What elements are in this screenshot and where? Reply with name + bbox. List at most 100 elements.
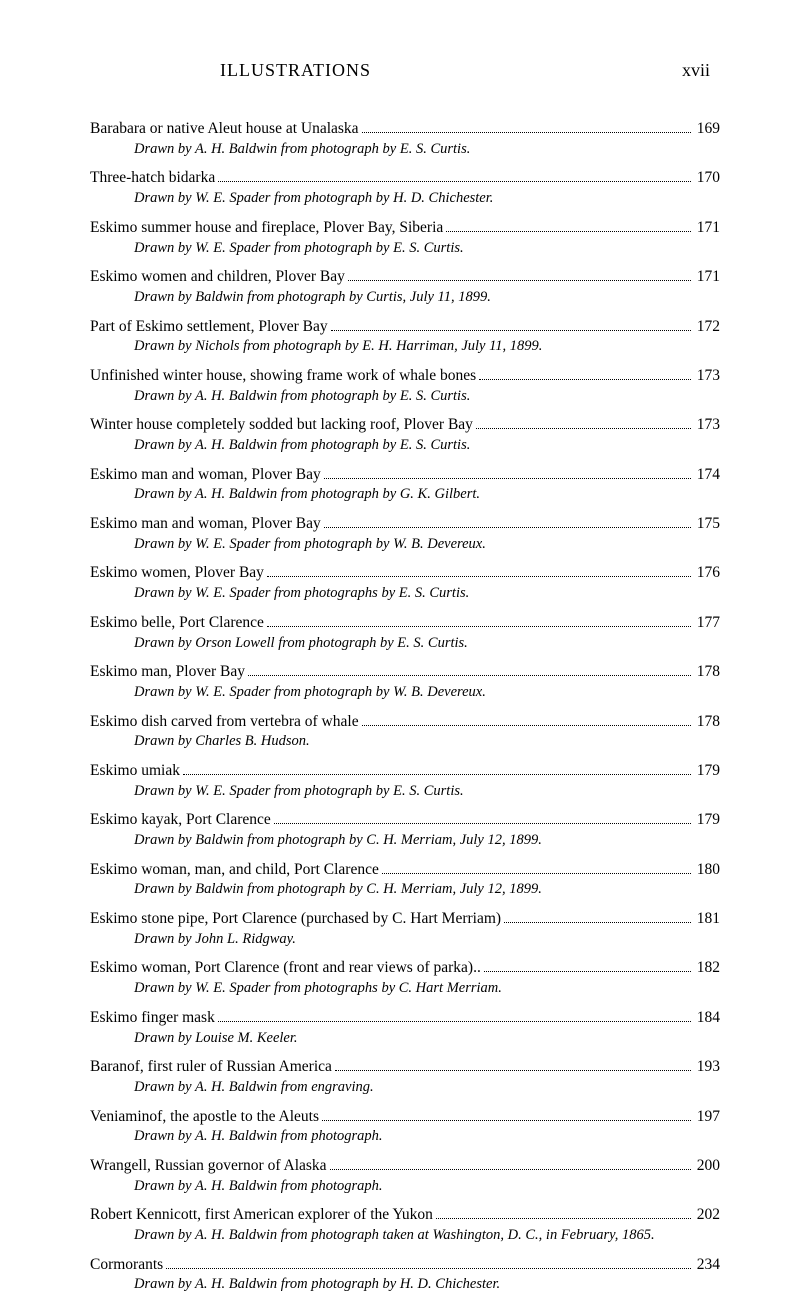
entry-source: Drawn by A. H. Baldwin from photograph. [90, 1127, 720, 1146]
entry-main-line: Eskimo women, Plover Bay176 [90, 563, 720, 583]
entry-page-number: 181 [694, 909, 720, 929]
leader-dots [446, 220, 690, 232]
entry-page-number: 178 [694, 712, 720, 732]
entry-page-number: 172 [694, 317, 720, 337]
entry-main-line: Winter house completely sodded but lacki… [90, 415, 720, 435]
entry-page-number: 193 [694, 1057, 720, 1077]
entry-main-line: Eskimo man and woman, Plover Bay174 [90, 465, 720, 485]
entry-main-line: Eskimo summer house and fireplace, Plove… [90, 218, 720, 238]
entry-main-line: Baranof, first ruler of Russian America1… [90, 1057, 720, 1077]
illustration-entry: Eskimo man and woman, Plover Bay174Drawn… [90, 465, 720, 504]
leader-dots [479, 368, 691, 380]
entry-title: Unfinished winter house, showing frame w… [90, 366, 476, 386]
entry-page-number: 171 [694, 218, 720, 238]
entry-source: Drawn by W. E. Spader from photographs b… [90, 584, 720, 603]
entry-title: Eskimo kayak, Port Clarence [90, 810, 271, 830]
entry-source: Drawn by A. H. Baldwin from photograph b… [90, 387, 720, 406]
illustration-entry: Barabara or native Aleut house at Unalas… [90, 119, 720, 158]
entry-main-line: Eskimo dish carved from vertebra of whal… [90, 712, 720, 732]
entry-main-line: Eskimo man and woman, Plover Bay175 [90, 514, 720, 534]
leader-dots [484, 960, 691, 972]
entry-title: Eskimo women, Plover Bay [90, 563, 264, 583]
entry-title: Eskimo woman, Port Clarence (front and r… [90, 958, 481, 978]
section-title: ILLUSTRATIONS [220, 60, 371, 81]
entry-page-number: 184 [694, 1008, 720, 1028]
leader-dots [166, 1257, 691, 1269]
entry-title: Three-hatch bidarka [90, 168, 215, 188]
entry-source: Drawn by Orson Lowell from photograph by… [90, 634, 720, 653]
illustration-entry: Eskimo summer house and fireplace, Plove… [90, 218, 720, 257]
illustration-entry: Winter house completely sodded but lacki… [90, 415, 720, 454]
illustration-entry: Robert Kennicott, first American explore… [90, 1205, 720, 1244]
illustration-entry: Cormorants234Drawn by A. H. Baldwin from… [90, 1255, 720, 1294]
illustration-entry: Eskimo umiak179Drawn by W. E. Spader fro… [90, 761, 720, 800]
entry-main-line: Eskimo man, Plover Bay 178 [90, 662, 720, 682]
page-header: ILLUSTRATIONS xvii [90, 60, 720, 81]
leader-dots [348, 269, 691, 281]
entry-page-number: 174 [694, 465, 720, 485]
entry-source: Drawn by A. H. Baldwin from photograph. [90, 1177, 720, 1196]
leader-dots [267, 615, 691, 627]
entry-main-line: Barabara or native Aleut house at Unalas… [90, 119, 720, 139]
entry-source: Drawn by Louise M. Keeler. [90, 1029, 720, 1048]
entry-source: Drawn by A. H. Baldwin from photograph t… [90, 1226, 720, 1245]
entry-title: Veniaminof, the apostle to the Aleuts [90, 1107, 319, 1127]
leader-dots [335, 1059, 691, 1071]
leader-dots [382, 862, 691, 874]
entry-title: Eskimo belle, Port Clarence [90, 613, 264, 633]
illustration-entry: Eskimo man and woman, Plover Bay175Drawn… [90, 514, 720, 553]
entry-source: Drawn by A. H. Baldwin from engraving. [90, 1078, 720, 1097]
entry-title: Eskimo dish carved from vertebra of whal… [90, 712, 359, 732]
entry-page-number: 179 [694, 810, 720, 830]
entry-source: Drawn by W. E. Spader from photograph by… [90, 535, 720, 554]
entry-title: Eskimo man, Plover Bay [90, 662, 245, 682]
entry-source: Drawn by A. H. Baldwin from photograph b… [90, 485, 720, 504]
illustration-entry: Unfinished winter house, showing frame w… [90, 366, 720, 405]
leader-dots [476, 417, 691, 429]
entry-main-line: Eskimo kayak, Port Clarence 179 [90, 810, 720, 830]
entry-title: Cormorants [90, 1255, 163, 1275]
entry-page-number: 179 [694, 761, 720, 781]
leader-dots [248, 664, 691, 676]
entry-main-line: Cormorants234 [90, 1255, 720, 1275]
entry-source: Drawn by Baldwin from photograph by C. H… [90, 831, 720, 850]
entry-source: Drawn by W. E. Spader from photograph by… [90, 683, 720, 702]
entry-main-line: Eskimo belle, Port Clarence 177 [90, 613, 720, 633]
illustration-entry: Eskimo finger mask 184Drawn by Louise M. … [90, 1008, 720, 1047]
entry-page-number: 170 [694, 168, 720, 188]
entry-page-number: 169 [694, 119, 720, 139]
illustration-entry: Three-hatch bidarka 170Drawn by W. E. Spa… [90, 168, 720, 207]
entry-page-number: 177 [694, 613, 720, 633]
leader-dots [274, 812, 691, 824]
entry-source: Drawn by A. H. Baldwin from photograph b… [90, 1275, 720, 1294]
illustration-entry: Part of Eskimo settlement, Plover Bay 172… [90, 317, 720, 356]
entry-page-number: 200 [694, 1156, 720, 1176]
leader-dots [330, 1158, 691, 1170]
entry-page-number: 178 [694, 662, 720, 682]
entry-page-number: 182 [694, 958, 720, 978]
entry-title: Eskimo finger mask [90, 1008, 215, 1028]
illustration-entry: Eskimo woman, man, and child, Port Clare… [90, 860, 720, 899]
leader-dots [331, 319, 691, 331]
entry-main-line: Eskimo woman, man, and child, Port Clare… [90, 860, 720, 880]
entry-main-line: Eskimo stone pipe, Port Clarence (purcha… [90, 909, 720, 929]
leader-dots [267, 565, 691, 577]
leader-dots [183, 763, 691, 775]
entry-source: Drawn by W. E. Spader from photograph by… [90, 189, 720, 208]
entry-source: Drawn by Baldwin from photograph by Curt… [90, 288, 720, 307]
entry-page-number: 197 [694, 1107, 720, 1127]
entry-title: Part of Eskimo settlement, Plover Bay [90, 317, 328, 337]
leader-dots [324, 516, 691, 528]
leader-dots [362, 121, 691, 133]
entry-source: Drawn by W. E. Spader from photographs b… [90, 979, 720, 998]
leader-dots [218, 1010, 691, 1022]
leader-dots [324, 467, 691, 479]
entry-title: Winter house completely sodded but lacki… [90, 415, 473, 435]
entry-source: Drawn by Charles B. Hudson. [90, 732, 720, 751]
leader-dots [218, 170, 691, 182]
entry-title: Robert Kennicott, first American explore… [90, 1205, 433, 1225]
entry-main-line: Unfinished winter house, showing frame w… [90, 366, 720, 386]
entry-source: Drawn by A. H. Baldwin from photograph b… [90, 140, 720, 159]
entry-main-line: Three-hatch bidarka 170 [90, 168, 720, 188]
entry-source: Drawn by Baldwin from photograph by C. H… [90, 880, 720, 899]
